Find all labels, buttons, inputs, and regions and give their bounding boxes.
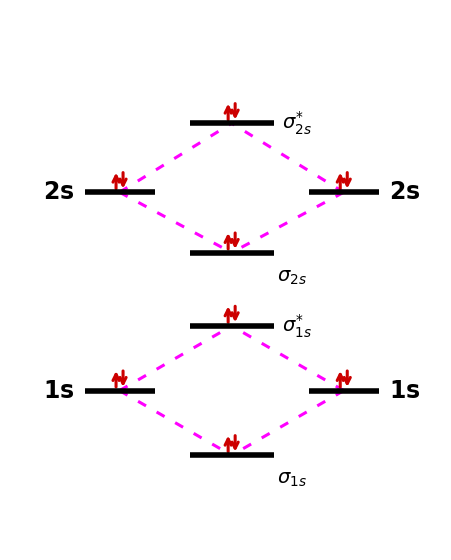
Text: $\mathbf{2s}$: $\mathbf{2s}$: [42, 180, 74, 204]
Text: $\mathit{\sigma}_{1s}$: $\mathit{\sigma}_{1s}$: [276, 470, 306, 489]
Text: $\mathbf{2s}$: $\mathbf{2s}$: [388, 180, 420, 204]
Text: $\mathbf{1s}$: $\mathbf{1s}$: [388, 379, 420, 403]
Text: $\mathit{\sigma}_{1s}^{*}$: $\mathit{\sigma}_{1s}^{*}$: [282, 312, 312, 339]
Text: $\mathit{\sigma}_{2s}^{*}$: $\mathit{\sigma}_{2s}^{*}$: [282, 110, 312, 137]
Text: $\mathit{\sigma}_{2s}$: $\mathit{\sigma}_{2s}$: [276, 268, 306, 287]
Text: $\mathbf{1s}$: $\mathbf{1s}$: [42, 379, 74, 403]
